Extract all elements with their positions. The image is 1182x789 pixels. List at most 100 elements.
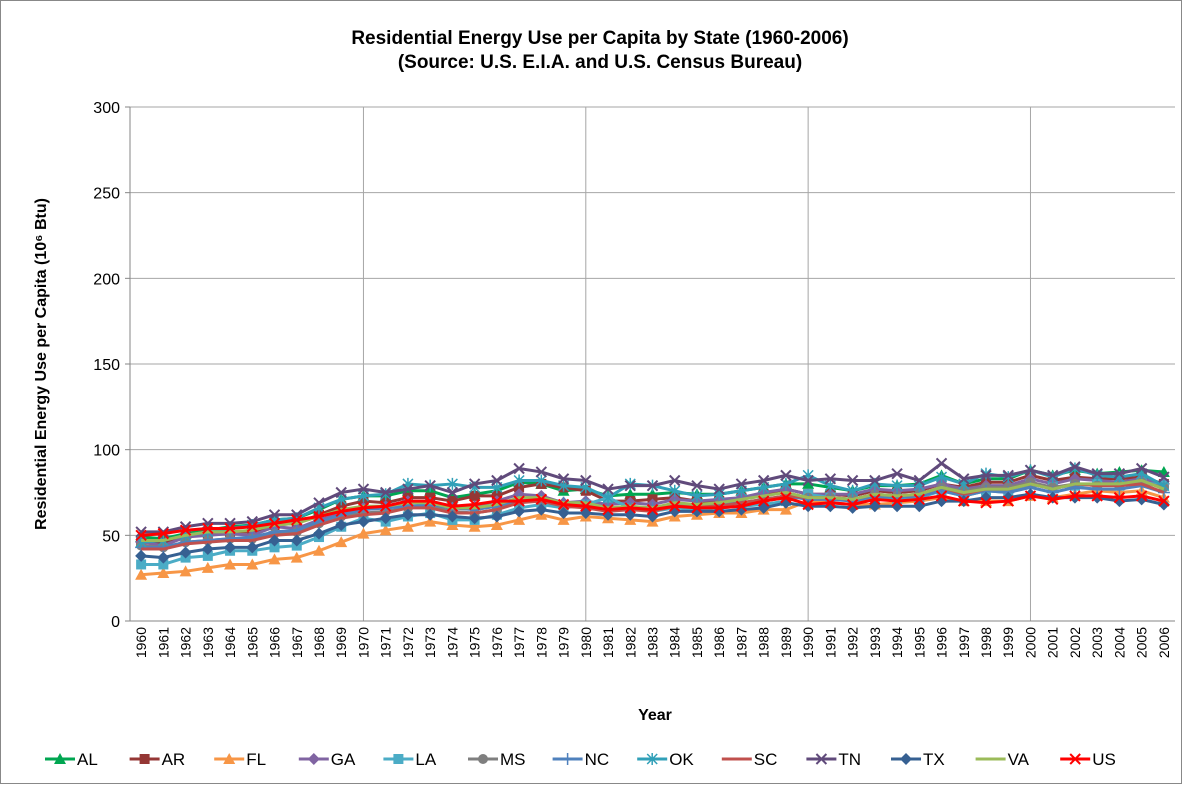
marker	[446, 477, 458, 490]
marker	[1069, 753, 1081, 765]
marker	[513, 513, 526, 525]
marker	[1158, 495, 1170, 507]
marker	[913, 474, 926, 487]
marker	[1113, 491, 1126, 504]
marker	[202, 550, 213, 561]
marker	[402, 495, 414, 507]
series	[135, 457, 1170, 538]
marker	[223, 753, 236, 764]
x-tick-label: 1965	[244, 627, 260, 658]
marker	[157, 551, 170, 564]
x-tick-label: 1971	[378, 627, 394, 658]
x-tick-label: 1981	[600, 627, 616, 658]
x-tick-label: 1967	[289, 627, 305, 658]
x-tick-label: 1972	[400, 627, 416, 658]
marker	[846, 474, 859, 487]
marker	[468, 498, 481, 511]
marker	[669, 474, 681, 487]
marker	[468, 512, 481, 525]
marker	[513, 495, 525, 507]
marker	[757, 495, 770, 507]
x-tick-label: 2001	[1045, 627, 1061, 658]
marker	[513, 462, 525, 475]
x-tick-label: 1969	[333, 627, 349, 658]
marker	[335, 505, 347, 518]
marker	[779, 503, 792, 515]
marker	[802, 477, 815, 489]
marker	[1091, 467, 1103, 480]
marker	[201, 543, 214, 556]
marker	[357, 515, 370, 528]
marker	[491, 474, 503, 487]
marker	[624, 479, 636, 492]
marker	[357, 483, 370, 495]
marker	[958, 473, 970, 485]
x-tick-label: 1986	[711, 627, 727, 658]
marker	[691, 479, 703, 492]
marker	[580, 474, 592, 487]
marker	[468, 520, 481, 532]
marker	[424, 515, 437, 527]
marker	[958, 495, 970, 507]
marker	[312, 527, 325, 540]
marker	[157, 567, 170, 579]
x-tick-label: 1993	[867, 627, 883, 658]
legend-label: US	[1092, 750, 1116, 769]
x-tick-label: 1989	[778, 627, 794, 658]
y-tick-label: 50	[102, 528, 120, 545]
marker	[424, 495, 436, 507]
legend-label: MS	[500, 750, 526, 769]
marker	[135, 568, 148, 580]
marker	[269, 542, 280, 553]
marker	[202, 517, 214, 530]
marker	[869, 493, 881, 506]
marker	[224, 522, 236, 535]
marker	[691, 489, 703, 502]
x-tick-label: 1987	[733, 627, 749, 658]
marker	[468, 478, 481, 490]
marker	[469, 490, 480, 501]
marker	[1002, 495, 1014, 507]
marker	[1047, 469, 1059, 482]
marker	[357, 502, 370, 514]
legend-label: VA	[1008, 750, 1030, 769]
legend-label: SC	[754, 750, 778, 769]
marker	[201, 561, 214, 573]
legend-item: OK	[637, 750, 694, 769]
legend-item: US	[1060, 750, 1116, 769]
marker	[179, 524, 192, 536]
x-tick-label: 1992	[845, 627, 861, 658]
marker	[335, 536, 348, 548]
marker	[491, 495, 503, 507]
x-tick-label: 1975	[467, 627, 483, 658]
marker	[313, 510, 325, 523]
marker	[1158, 471, 1170, 483]
legend-label: FL	[246, 750, 266, 769]
x-tick-label: 1961	[155, 627, 171, 658]
marker	[393, 754, 404, 764]
marker	[535, 466, 548, 478]
marker	[139, 754, 150, 764]
y-axis-title: Residential Energy Use per Capita (10⁶ B…	[33, 198, 50, 530]
x-tick-label: 1994	[889, 627, 905, 658]
x-tick-label: 1988	[756, 627, 772, 658]
marker	[157, 527, 170, 540]
x-tick-label: 1984	[667, 627, 683, 658]
marker	[158, 559, 169, 570]
marker	[847, 484, 859, 497]
marker	[735, 500, 748, 512]
x-tick-label: 1977	[511, 627, 527, 658]
y-tick-label: 300	[93, 100, 120, 117]
marker	[513, 505, 526, 518]
marker	[824, 473, 837, 485]
marker	[1135, 490, 1148, 502]
marker	[246, 558, 259, 570]
legend-item: SC	[721, 750, 778, 769]
marker	[1024, 490, 1037, 502]
legend-label: GA	[331, 750, 356, 769]
marker	[202, 522, 214, 535]
marker	[135, 529, 147, 542]
marker	[335, 486, 347, 499]
marker	[900, 753, 912, 765]
